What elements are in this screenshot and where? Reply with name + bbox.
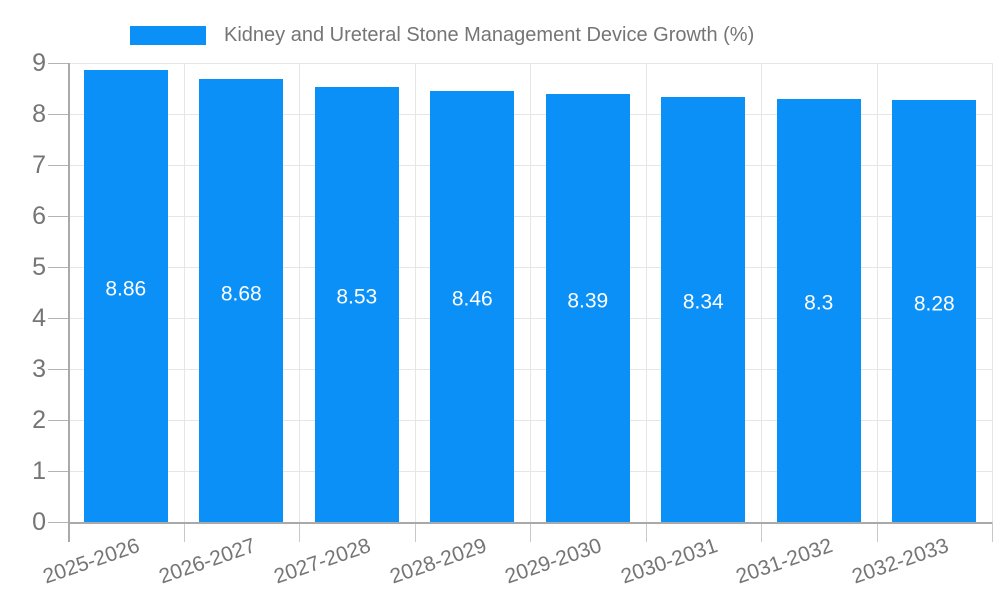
x-axis-tick	[299, 522, 300, 542]
y-axis-tick	[48, 369, 68, 370]
x-axis-tick	[530, 522, 531, 542]
x-axis-tick	[414, 522, 416, 542]
y-axis-tick	[48, 165, 68, 166]
gridline-vertical	[645, 63, 647, 522]
y-axis-tick-label: 4	[32, 304, 46, 332]
chart-legend[interactable]: Kidney and Ureteral Stone Management Dev…	[130, 18, 754, 52]
y-axis-tick	[48, 63, 68, 64]
y-axis-tick-label: 3	[32, 355, 46, 383]
bar-value-label: 8.28	[913, 292, 955, 316]
y-axis-tick-label: 7	[32, 151, 46, 179]
y-axis-tick-label: 5	[32, 253, 46, 281]
bar	[314, 86, 399, 522]
y-axis-tick-label: 2	[32, 406, 46, 434]
gridline-vertical	[761, 63, 762, 522]
bar	[83, 70, 168, 522]
legend-label: Kidney and Ureteral Stone Management Dev…	[224, 23, 755, 46]
bar-value-label: 8.34	[682, 290, 724, 314]
y-axis-tick-label: 6	[32, 202, 46, 230]
gridline-vertical	[992, 63, 993, 522]
x-axis-category-label: 2026-2027	[155, 534, 259, 589]
bar-value-label: 8.46	[451, 287, 493, 311]
x-axis-line	[68, 522, 992, 524]
bar	[545, 94, 630, 522]
y-axis-tick	[48, 522, 68, 523]
y-axis-tick	[48, 267, 68, 268]
gridline-vertical	[183, 63, 185, 522]
bar-value-label: 8.86	[105, 277, 147, 301]
gridline-vertical	[299, 63, 300, 522]
x-axis-category-label: 2025-2026	[40, 534, 143, 589]
legend-swatch-icon	[130, 25, 206, 45]
x-axis-category-label: 2028-2029	[386, 534, 490, 589]
bar	[430, 90, 515, 522]
y-axis-tick	[48, 318, 68, 319]
bar	[776, 98, 861, 522]
x-axis-tick	[183, 522, 185, 542]
bar	[892, 99, 977, 522]
y-axis-tick	[48, 471, 68, 472]
y-axis-tick-label: 0	[32, 508, 46, 536]
gridline-vertical	[414, 63, 416, 522]
y-axis-tick	[48, 420, 68, 421]
y-axis-tick-label: 8	[32, 100, 46, 128]
bar-value-label: 8.53	[336, 285, 378, 309]
x-axis-category-label: 2029-2030	[502, 534, 605, 589]
x-axis-category-label: 2031-2032	[733, 534, 836, 589]
bar-value-label: 8.3	[804, 291, 834, 315]
x-axis-tick	[761, 522, 762, 542]
gridline-vertical	[876, 63, 878, 522]
x-axis-category-label: 2032-2033	[848, 534, 952, 589]
x-axis-category-label: 2027-2028	[271, 534, 374, 589]
bar	[199, 79, 284, 522]
x-axis-tick	[992, 522, 993, 542]
x-axis-tick	[645, 522, 647, 542]
bar-value-label: 8.39	[567, 289, 609, 313]
bar	[661, 96, 746, 522]
x-axis-category-label: 2030-2031	[617, 534, 721, 589]
y-axis-tick-label: 1	[32, 457, 46, 485]
y-axis-tick-label: 9	[32, 49, 46, 77]
y-axis-line	[68, 63, 70, 542]
x-axis-tick	[876, 522, 878, 542]
gridline-vertical	[530, 63, 531, 522]
bar-value-label: 8.68	[220, 282, 262, 306]
y-axis-tick	[48, 216, 68, 217]
y-axis-tick	[48, 114, 68, 115]
